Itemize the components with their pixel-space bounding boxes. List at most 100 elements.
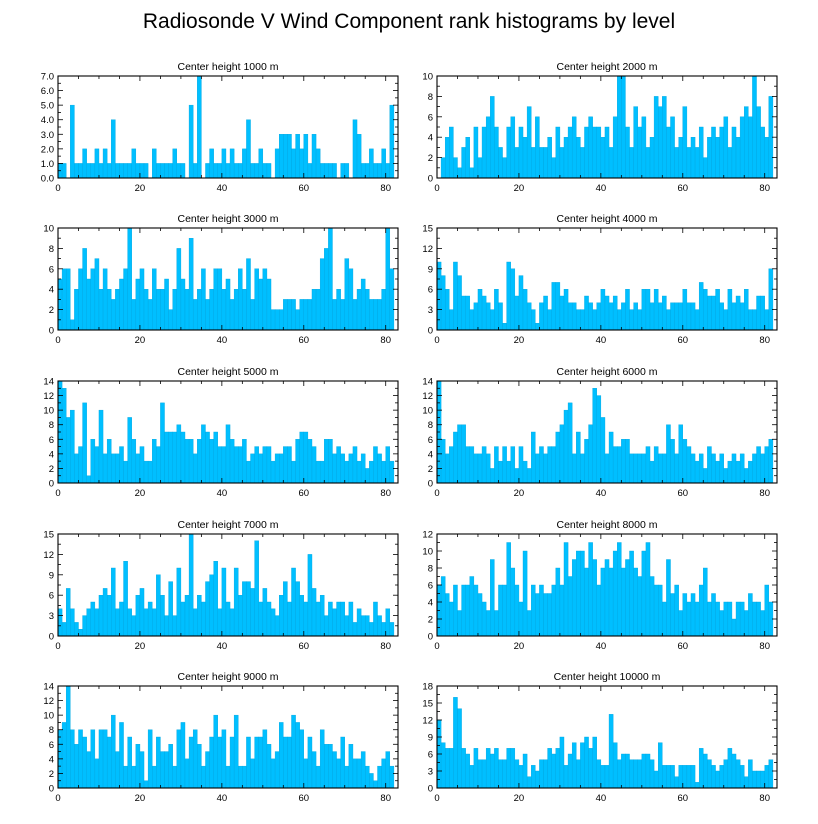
histogram-bar	[465, 295, 470, 331]
histogram-bar	[192, 163, 198, 179]
histogram-bar	[176, 163, 182, 179]
histogram-bar	[217, 268, 223, 331]
histogram-bar	[678, 136, 683, 179]
histogram-bar	[592, 388, 597, 484]
histogram-bar	[649, 302, 655, 331]
histogram-bar	[270, 608, 276, 637]
histogram-bar	[637, 576, 643, 637]
histogram-bar	[283, 446, 288, 484]
histogram-bar	[641, 289, 647, 331]
histogram-bar	[752, 75, 757, 179]
histogram-bar	[332, 453, 337, 484]
histogram-bar	[756, 770, 761, 789]
histogram-bar	[307, 439, 313, 484]
histogram-bar	[352, 119, 358, 179]
histogram-bar	[147, 460, 153, 484]
histogram-bar	[164, 278, 169, 331]
histogram-bar	[274, 309, 280, 331]
histogram-bar	[670, 116, 675, 179]
histogram-bar	[612, 295, 618, 331]
y-tick-label: 14	[43, 377, 54, 388]
histogram-bar	[596, 126, 602, 179]
histogram-bar	[176, 729, 182, 789]
histogram-bar	[731, 753, 737, 789]
x-tick-label: 40	[596, 641, 607, 652]
histogram-bar	[262, 446, 268, 484]
histogram-bar	[274, 148, 280, 179]
histogram-bar	[612, 550, 618, 637]
histogram-bar	[131, 439, 137, 484]
histogram-bar	[449, 601, 454, 637]
histogram-bar	[453, 584, 458, 637]
histogram-bar	[365, 163, 370, 179]
histogram-bar	[580, 147, 585, 179]
histogram-bar	[457, 424, 462, 484]
histogram-bar	[94, 258, 100, 331]
y-tick-label: 9	[428, 264, 433, 275]
histogram-bar	[748, 759, 753, 789]
histogram-bar	[377, 299, 382, 331]
histogram-bar	[217, 163, 223, 179]
histogram-bar	[752, 309, 757, 331]
histogram-bar	[444, 453, 450, 484]
x-tick-label: 0	[55, 641, 60, 652]
histogram-bar	[698, 453, 704, 484]
histogram-bar	[197, 289, 202, 331]
y-tick-label: 2	[49, 305, 54, 316]
histogram-bar	[172, 615, 177, 637]
histogram-bar	[678, 302, 683, 331]
histogram-panel-6: Center height 6000 m 0 20 40 60 80 0 2 4 6 8 10 12 14	[422, 366, 778, 499]
histogram-bar	[360, 163, 366, 179]
x-tick-label: 60	[298, 793, 309, 804]
histogram-bar	[490, 96, 495, 179]
histogram-bar	[588, 424, 593, 484]
histogram-bar	[506, 261, 511, 331]
histogram-bar	[115, 289, 120, 331]
histogram-bar	[477, 289, 483, 331]
histogram-bar	[461, 424, 466, 484]
histogram-bar	[682, 593, 688, 637]
histogram-bar	[307, 299, 313, 331]
y-tick-label: 10	[422, 547, 433, 558]
histogram-bar	[600, 136, 606, 179]
histogram-bar	[453, 697, 458, 789]
histogram-bar	[674, 776, 679, 789]
histogram-bar	[764, 309, 770, 331]
histogram-bar	[551, 753, 557, 789]
histogram-bar	[233, 446, 239, 484]
histogram-bar	[621, 753, 626, 789]
histogram-bar	[764, 136, 770, 179]
histogram-bar	[690, 593, 696, 637]
histogram-bar	[711, 295, 716, 331]
histogram-bar	[172, 289, 177, 331]
histogram-bar	[102, 148, 108, 179]
histogram-bar	[127, 417, 132, 484]
histogram-bar	[621, 75, 626, 179]
histogram-bar	[311, 446, 317, 484]
histogram-bar	[711, 453, 716, 484]
histogram-bar	[666, 559, 671, 637]
y-tick-label: 8	[49, 725, 54, 736]
histogram-bar	[283, 299, 288, 331]
histogram-bar	[547, 593, 552, 637]
histogram-bar	[201, 424, 206, 484]
histogram-bar	[131, 615, 137, 637]
histogram-bar	[670, 439, 675, 484]
histogram-bar	[551, 282, 557, 331]
histogram-bar	[70, 409, 75, 484]
histogram-bar	[369, 148, 374, 179]
histogram-bar	[764, 446, 770, 484]
histogram-bar	[279, 134, 284, 179]
histogram-bar	[490, 559, 495, 637]
histogram-bar	[119, 722, 124, 789]
histogram-bar	[287, 299, 292, 331]
histogram-bar	[658, 584, 663, 637]
histogram-bar	[250, 163, 255, 179]
histogram-bar	[115, 608, 120, 637]
x-tick-label: 60	[298, 488, 309, 499]
histogram-bar	[266, 163, 272, 179]
y-tick-label: 18	[422, 682, 433, 693]
histogram-bar	[653, 770, 659, 789]
histogram-bar	[629, 453, 634, 484]
